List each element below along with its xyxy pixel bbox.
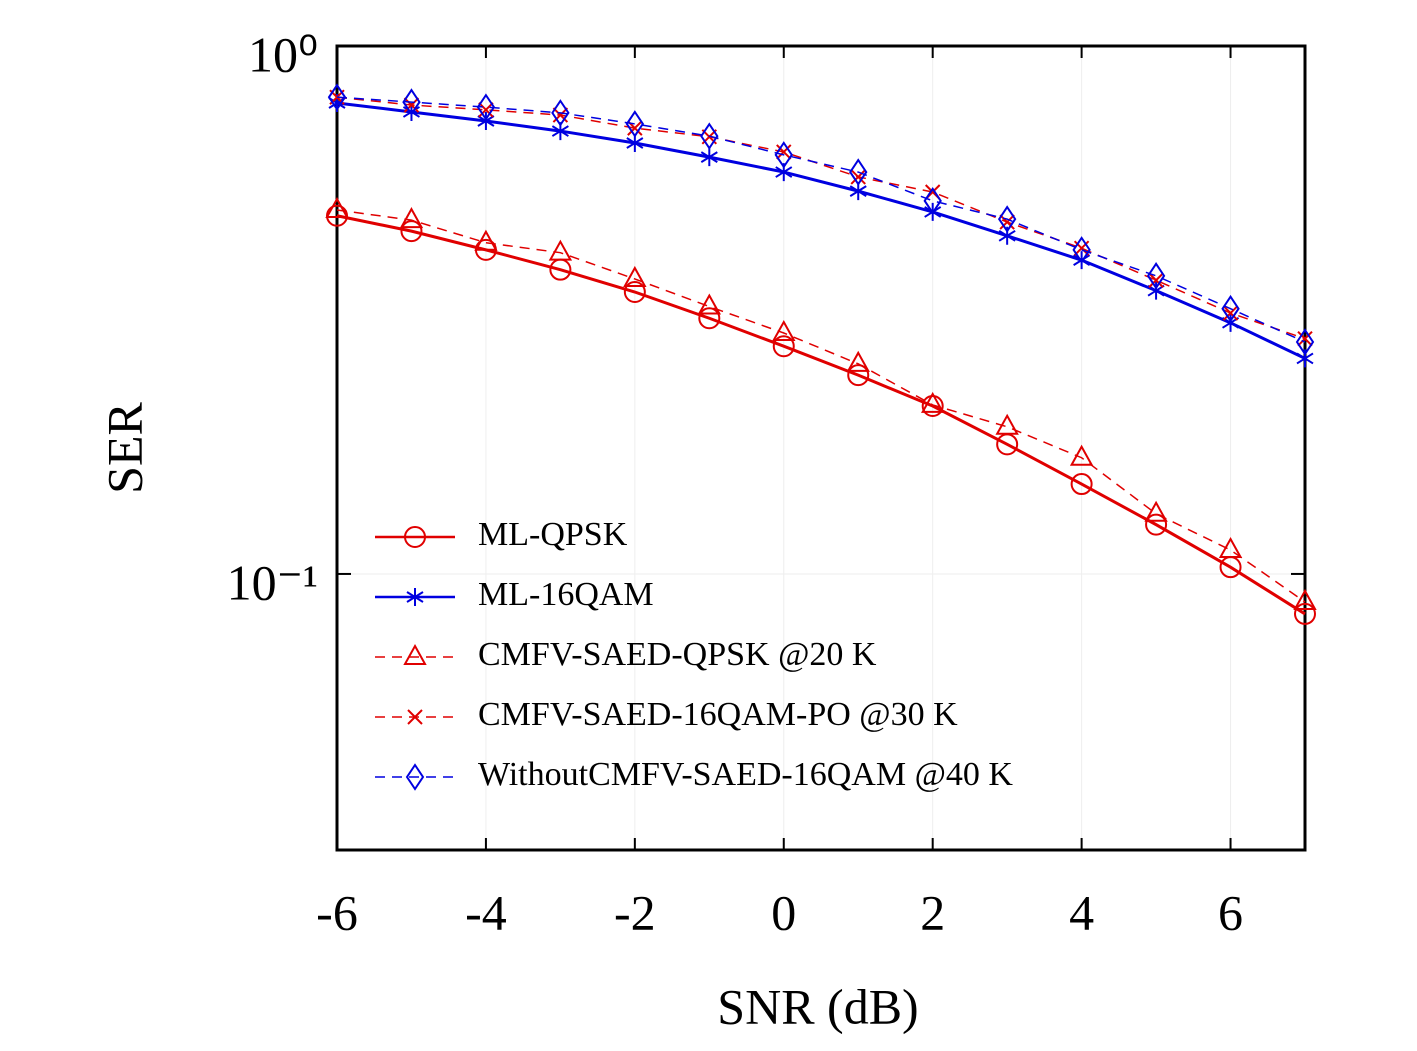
x-tick-label: 2 [920, 884, 945, 940]
marker [1146, 262, 1166, 290]
marker [847, 364, 870, 387]
x-axis-label: SNR (dB) [717, 978, 918, 1034]
marker [776, 144, 792, 160]
marker [995, 413, 1019, 435]
marker [400, 220, 423, 243]
x-tick-label: -4 [465, 884, 507, 940]
marker [325, 196, 349, 219]
marker [1070, 473, 1093, 496]
legend-label: ML-16QAM [478, 576, 654, 613]
x-tick-label: 0 [771, 884, 796, 940]
marker [478, 102, 494, 118]
series-line [336, 209, 1306, 603]
marker [402, 88, 421, 116]
marker [1148, 272, 1164, 288]
marker [846, 350, 870, 372]
marker [407, 709, 423, 725]
marker [477, 112, 495, 131]
legend-label: CMFV-SAED-QPSK @20 K [478, 636, 877, 673]
marker [1293, 588, 1317, 610]
marker [623, 265, 647, 287]
marker [1222, 305, 1239, 321]
legend-label: CMFV-SAED-16QAM-PO @30 K [478, 696, 958, 733]
marker [923, 187, 942, 215]
series-line [336, 101, 1306, 360]
marker [406, 588, 424, 606]
marker [772, 335, 795, 358]
marker [403, 97, 420, 113]
series-line [336, 214, 1306, 616]
marker [399, 207, 424, 229]
marker [552, 107, 569, 123]
x-tick-label: -6 [316, 884, 358, 940]
x-tick-label: 6 [1218, 884, 1243, 940]
marker [623, 281, 646, 304]
marker [476, 93, 496, 121]
marker [920, 391, 945, 413]
marker [698, 307, 721, 330]
y-axis-label: SER [96, 402, 152, 494]
marker [1294, 602, 1316, 625]
marker [1296, 349, 1314, 368]
marker [700, 122, 719, 150]
marker [548, 239, 573, 261]
y-tick-label: 10⁰ [248, 26, 318, 82]
marker [700, 148, 718, 167]
marker [1295, 328, 1315, 356]
marker [1147, 281, 1165, 300]
legend-label: WithoutCMFV-SAED-16QAM @40 K [478, 756, 1013, 793]
marker [1069, 444, 1094, 466]
marker [849, 158, 868, 186]
marker [1144, 500, 1168, 522]
marker [625, 110, 645, 138]
series-line [336, 96, 1306, 340]
marker [1297, 330, 1313, 347]
marker [997, 205, 1017, 233]
marker [405, 763, 425, 791]
x-tick-label: 4 [1069, 884, 1094, 940]
marker [403, 643, 427, 665]
series-line [336, 96, 1306, 343]
marker [850, 169, 866, 185]
y-tick-label: 10⁻¹ [227, 554, 318, 610]
marker [1145, 513, 1168, 536]
marker [774, 141, 793, 169]
marker [1221, 294, 1240, 323]
marker [1072, 236, 1091, 264]
marker [1218, 536, 1243, 559]
marker [551, 99, 570, 127]
marker [772, 319, 796, 342]
marker [404, 526, 426, 548]
marker [327, 83, 347, 111]
marker [697, 293, 722, 315]
marker [1222, 313, 1240, 332]
legend-label: ML-QPSK [478, 516, 628, 553]
plot-frame [335, 44, 1307, 852]
marker [474, 229, 498, 251]
marker [921, 395, 944, 418]
x-tick-label: -2 [614, 884, 656, 940]
marker [999, 214, 1015, 230]
